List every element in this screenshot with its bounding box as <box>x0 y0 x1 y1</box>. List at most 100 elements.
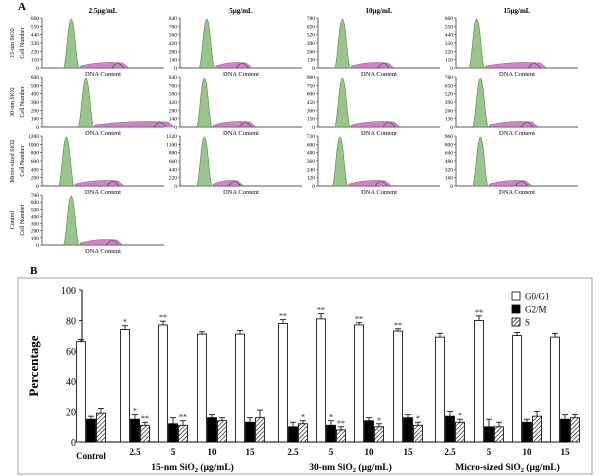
legend-swatch-s <box>511 317 521 327</box>
histogram-plot: 900 750 600 450 300 150 0 DNA Content <box>307 75 440 137</box>
y-tick-label: 720 <box>307 134 316 140</box>
bar-g2m <box>403 417 413 443</box>
xlabel-dna-content: DNA Content <box>223 189 259 196</box>
bar-s <box>96 412 106 443</box>
row-label: Control <box>10 211 16 230</box>
bar-s <box>374 426 384 443</box>
y-tick-label: 0 <box>312 125 315 131</box>
y-tick-label: 360 <box>307 159 316 165</box>
y-tick-label: 600 <box>31 159 40 165</box>
g2m-peak <box>111 63 125 69</box>
legend-label: G2/M <box>525 305 547 315</box>
xlabel-dna-content: DNA Content <box>85 189 121 196</box>
y-tick-label: 1200 <box>28 134 39 140</box>
bar-g0g1 <box>550 336 560 443</box>
y-tick-label: 0 <box>450 125 453 131</box>
group-label: Micro-sized SiO2 (μg/mL) <box>455 462 560 474</box>
dose-label: 15 <box>246 447 256 457</box>
histogram-plot: 660 550 440 330 220 110 0 DNA Content <box>445 16 578 78</box>
bar-g0g1 <box>316 318 326 443</box>
y-tick-label: 660 <box>31 16 40 22</box>
y-tick-label: 840 <box>169 75 178 81</box>
xlabel-dna-content: DNA Content <box>361 71 397 78</box>
significance-mark: ** <box>475 308 483 317</box>
y-tick-label: 140 <box>169 117 178 123</box>
s-phase-area <box>348 180 393 187</box>
panel-a-label: A <box>18 1 26 13</box>
bar-s <box>570 417 580 443</box>
y-tick-label: 0 <box>71 438 76 449</box>
g2m-peak <box>374 181 388 187</box>
g0g1-peak <box>196 77 213 128</box>
ylabel-cell-number: Cell Number <box>20 86 26 117</box>
bar-g0g1 <box>278 323 288 443</box>
bar-g0g1 <box>512 335 522 443</box>
y-tick-label: 220 <box>445 49 454 55</box>
xlabel-dna-content: DNA Content <box>499 71 535 78</box>
panel-b-label: B <box>30 265 38 277</box>
xlabel-dna-content: DNA Content <box>361 130 397 137</box>
y-tick-label: 110 <box>445 58 453 64</box>
bar-s <box>217 420 227 443</box>
significance-mark: * <box>123 318 127 327</box>
g2m-peak <box>106 181 120 187</box>
dose-label: 10 <box>365 447 375 457</box>
y-tick-label: 780 <box>307 16 316 22</box>
s-phase-area <box>351 62 395 69</box>
y-tick-label: 700 <box>169 83 178 89</box>
y-tick-label: 390 <box>445 100 454 106</box>
xlabel-dna-content: DNA Content <box>361 189 397 196</box>
legend-label: S <box>525 318 530 328</box>
bar-g0g1 <box>76 341 86 443</box>
y-tick-label: 400 <box>31 92 40 98</box>
y-tick-label: 550 <box>31 24 40 30</box>
y-tick-label: 300 <box>31 222 40 228</box>
ylabel-cell-number: Cell Number <box>20 27 26 58</box>
y-tick-label: 160 <box>445 176 454 182</box>
g0g1-peak <box>331 136 349 187</box>
histogram-plot: 1320 1100 880 660 440 220 0 DNA Content <box>166 134 302 196</box>
bar-g2m <box>364 420 374 443</box>
bar-s <box>494 426 504 443</box>
y-tick-label: 260 <box>307 49 316 55</box>
xlabel-dna-content: DNA Content <box>223 71 259 78</box>
y-tick-label: 280 <box>169 49 178 55</box>
y-tick-label: 480 <box>445 159 454 165</box>
bar-g2m <box>86 418 96 443</box>
y-tick-label: 960 <box>445 134 454 140</box>
y-tick-label: 440 <box>31 33 40 39</box>
y-tick-label: 420 <box>169 41 178 47</box>
y-tick-label: 80 <box>66 316 76 327</box>
bar-g2m <box>207 417 217 443</box>
bar-g0g1 <box>120 329 130 443</box>
y-tick-label: 330 <box>31 41 40 47</box>
xlabel-dna-content: DNA Content <box>223 130 259 137</box>
y-tick-label: 800 <box>445 142 454 148</box>
histogram-plot: 720 600 480 360 240 120 0 DNA Content <box>307 134 440 196</box>
y-tick-label: 700 <box>169 24 178 30</box>
ylabel-cell-number: Cell Number <box>20 204 26 235</box>
legend-swatch-g2m <box>511 304 521 314</box>
s-phase-area <box>80 239 124 246</box>
y-tick-label: 200 <box>31 229 40 235</box>
significance-mark: ** <box>179 413 187 422</box>
y-tick-label: 0 <box>36 184 39 190</box>
bar-g0g1 <box>435 336 445 443</box>
y-axis-title: Percentage <box>26 335 41 396</box>
bar-g2m <box>326 424 336 443</box>
y-tick-label: 400 <box>31 167 40 173</box>
group-label: 30-nm SiO2 (μg/mL) <box>309 462 392 474</box>
y-tick-label: 500 <box>31 207 40 213</box>
y-tick-label: 600 <box>307 92 316 98</box>
dose-label: 2.5 <box>444 447 456 457</box>
significance-mark: ** <box>141 414 149 423</box>
legend-label: G0/G1 <box>525 292 550 302</box>
y-tick-label: 0 <box>450 184 453 190</box>
bar-g2m <box>522 421 532 443</box>
y-tick-label: 120 <box>307 176 316 182</box>
y-tick-label: 300 <box>31 100 40 106</box>
significance-mark: ** <box>337 419 345 428</box>
g0g1-peak <box>472 77 489 128</box>
xlabel-dna-content: DNA Content <box>85 248 121 255</box>
y-tick-label: 420 <box>169 100 178 106</box>
